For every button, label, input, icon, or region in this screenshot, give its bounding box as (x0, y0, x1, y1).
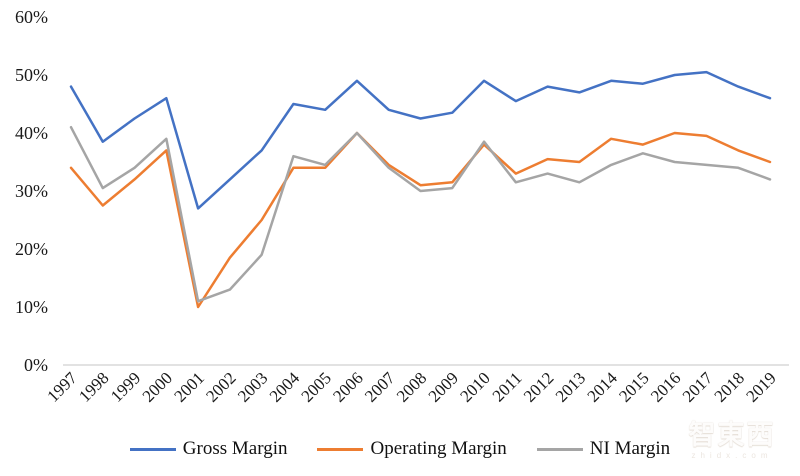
legend-item-operating-margin: Operating Margin (317, 438, 507, 460)
zhidx-watermark: 智東西 zhidx.com (672, 422, 792, 460)
x-tick-label: 2003 (234, 368, 271, 405)
x-tick-label: 2006 (329, 368, 366, 405)
chart-plot-area: 0%10%20%30%40%50%60% 1997199819992000200… (15, 7, 789, 406)
y-tick-label: 20% (15, 239, 48, 259)
legend-item-gross-margin: Gross Margin (129, 438, 288, 460)
x-tick-label: 2010 (456, 368, 493, 405)
series-line-ni-margin (69, 125, 772, 303)
y-axis-tick-labels: 0% 10% 20% 30% 40% 50% 60% (15, 7, 48, 375)
y-tick-label: 10% (15, 297, 48, 317)
watermark-url-text: zhidx.com (691, 451, 773, 460)
watermark-logo-text: 智東西 (688, 420, 776, 450)
x-tick-label: 1999 (107, 368, 144, 405)
x-tick-label: 2000 (139, 368, 176, 405)
y-tick-label: 0% (24, 355, 48, 375)
x-tick-label: 2001 (170, 368, 207, 405)
x-tick-label: 2012 (520, 368, 557, 405)
gross-margin-line-swatch (129, 447, 176, 451)
x-tick-label: 2009 (425, 368, 462, 405)
y-tick-label: 50% (15, 65, 48, 85)
x-tick-label: 2008 (393, 368, 430, 405)
chart-legend: Gross Margin Operating Margin NI Margin (0, 438, 800, 460)
chart-series-lines (69, 70, 772, 309)
ni-margin-line-swatch (536, 447, 583, 451)
legend-label-gross-margin: Gross Margin (182, 438, 288, 459)
x-tick-label: 1997 (43, 368, 81, 406)
x-axis-tick-labels: 1997199819992000200120022003200420052006… (43, 368, 779, 406)
x-tick-label: 2018 (711, 368, 748, 405)
x-tick-label: 2016 (647, 368, 684, 405)
series-line-operating-margin (69, 131, 772, 309)
x-tick-label: 2007 (361, 368, 399, 406)
y-tick-label: 60% (15, 7, 48, 27)
x-tick-label: 2011 (489, 368, 526, 405)
series-line-gross-margin (69, 70, 772, 210)
x-tick-label: 2015 (615, 368, 652, 405)
x-tick-label: 2014 (583, 368, 621, 406)
x-tick-label: 2002 (202, 368, 239, 405)
x-tick-label: 2004 (266, 368, 304, 406)
x-tick-label: 2017 (679, 368, 717, 406)
y-tick-label: 40% (15, 123, 48, 143)
legend-label-ni-margin: NI Margin (589, 438, 671, 459)
legend-item-ni-margin: NI Margin (536, 438, 671, 460)
legend-label-operating-margin: Operating Margin (370, 438, 507, 459)
operating-margin-line-swatch (317, 447, 364, 451)
x-tick-label: 2005 (298, 368, 335, 405)
y-tick-label: 30% (15, 181, 48, 201)
x-tick-label: 2013 (552, 368, 589, 405)
x-tick-label: 2019 (742, 368, 779, 405)
x-tick-label: 1998 (75, 368, 112, 405)
